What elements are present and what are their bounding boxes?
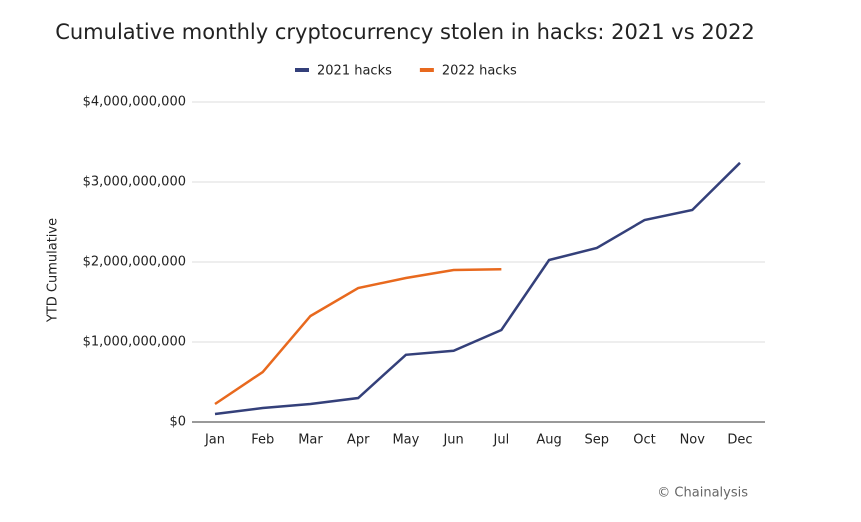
- x-tick-label: Jun: [442, 433, 463, 448]
- data-line: [214, 267, 502, 406]
- y-tick-label: $2,000,000,000: [83, 255, 186, 270]
- x-tick-label: Jan: [204, 433, 225, 448]
- x-tick-label: Sep: [585, 433, 610, 448]
- legend-label: 2022 hacks: [442, 64, 517, 79]
- chart-title: Cumulative monthly cryptocurrency stolen…: [55, 20, 755, 44]
- data-line: [214, 161, 741, 416]
- x-tick-label: Nov: [680, 433, 706, 448]
- x-tick-label: Aug: [536, 433, 561, 448]
- source: © Chainalysis: [657, 486, 748, 501]
- y-tick-label: $4,000,000,000: [83, 95, 186, 110]
- y-tick-label: $1,000,000,000: [83, 335, 186, 350]
- legend-label: 2021 hacks: [317, 64, 392, 79]
- x-tick-label: Dec: [727, 433, 752, 448]
- y-axis-label: YTD Cumulative: [46, 218, 61, 323]
- x-tick-label: Feb: [251, 433, 274, 448]
- y-tick-label: $3,000,000,000: [83, 175, 186, 190]
- x-tick-label: Jul: [493, 433, 510, 448]
- x-tick-label: Mar: [298, 433, 323, 448]
- x-tick-label: May: [392, 433, 419, 448]
- y-tick-label: $0: [169, 415, 186, 430]
- x-tick-label: Apr: [347, 433, 370, 448]
- x-tick-label: Oct: [633, 433, 655, 448]
